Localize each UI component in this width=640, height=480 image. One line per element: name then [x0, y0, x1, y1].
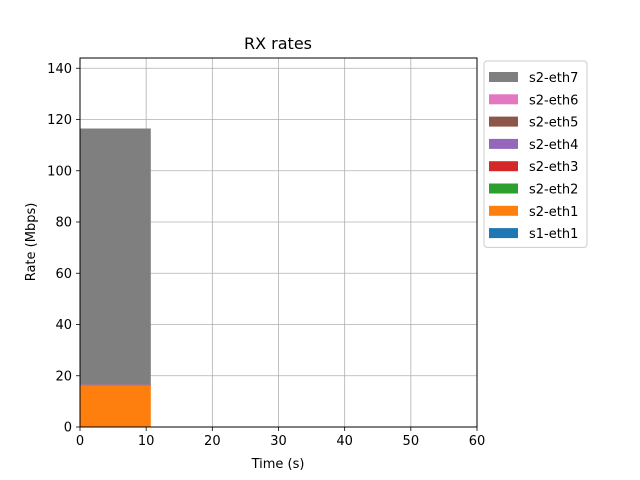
y-tick-label: 20	[55, 369, 72, 384]
y-tick-label: 120	[47, 113, 72, 128]
legend-swatch	[489, 161, 518, 172]
y-tick-label: 140	[47, 62, 72, 77]
legend-label: s2-eth5	[529, 116, 578, 131]
legend-label: s2-eth7	[529, 71, 578, 86]
x-axis-label: Time (s)	[251, 457, 305, 472]
legend-label: s2-eth6	[529, 93, 578, 108]
x-tick-label: 10	[138, 434, 155, 449]
y-axis-label: Rate (Mbps)	[24, 203, 39, 282]
x-tick-label: 50	[403, 434, 420, 449]
series-area-s2-eth7	[80, 128, 151, 385]
legend-label: s1-eth1	[529, 227, 578, 242]
legend-label: s2-eth2	[529, 183, 578, 198]
legend-label: s2-eth3	[529, 160, 578, 175]
x-tick-label: 20	[204, 434, 221, 449]
series-area-s2-eth1	[80, 384, 151, 427]
plot-area: 0 10 20 30 40 50 60 0 20 40 60 80 100 120 140	[47, 57, 486, 449]
y-tick-label: 40	[55, 318, 72, 333]
legend-swatch	[489, 94, 518, 105]
x-tick-label: 0	[76, 434, 84, 449]
legend-swatch	[489, 138, 518, 149]
legend-label: s2-eth1	[529, 205, 578, 220]
y-tick-label: 0	[64, 421, 72, 436]
legend-swatch	[489, 72, 518, 82]
x-tick-label: 30	[270, 434, 287, 449]
legend-label: s2-eth4	[529, 138, 578, 153]
legend-swatch	[489, 228, 518, 239]
legend-swatch	[489, 183, 518, 194]
legend-swatch	[489, 205, 518, 216]
legend-box	[483, 60, 588, 248]
legend-swatch	[489, 116, 518, 127]
y-tick-label: 60	[55, 267, 72, 282]
y-tick-label: 80	[55, 216, 72, 231]
x-tick-label: 60	[469, 434, 486, 449]
x-tick-label: 40	[336, 434, 353, 449]
y-tick-label: 100	[47, 164, 72, 179]
chart-title: RX rates	[244, 34, 312, 53]
legend: s2-eth7 s2-eth6 s2-eth5 s2-eth4 s2-eth3 s2-et…	[483, 60, 588, 248]
